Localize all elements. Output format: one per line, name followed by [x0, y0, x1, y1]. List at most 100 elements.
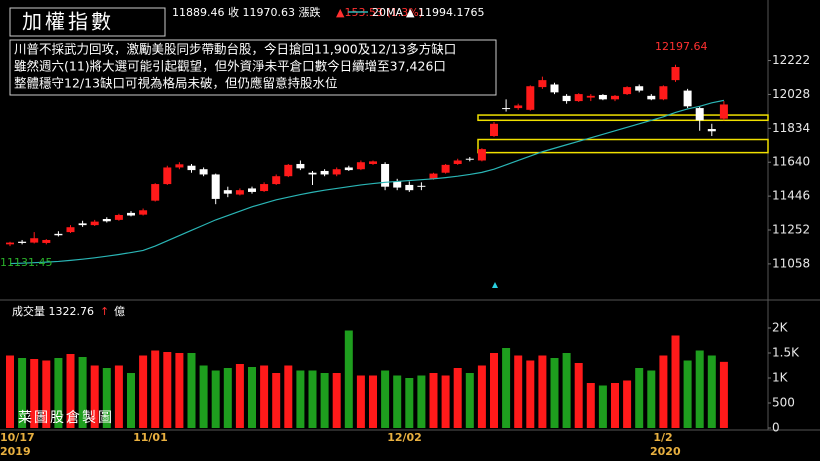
candle-body — [707, 129, 716, 132]
candle-body — [719, 104, 728, 119]
volume-bar — [320, 373, 329, 428]
candle-body — [598, 94, 607, 100]
candle-body — [429, 173, 438, 179]
volume-bar — [441, 375, 450, 428]
volume-bar — [429, 373, 438, 428]
volume-bar — [90, 365, 99, 428]
candle-body — [223, 190, 232, 194]
candle-body — [199, 169, 208, 175]
candle-body — [308, 172, 317, 175]
volume-bar — [490, 353, 498, 428]
candle-body — [163, 167, 172, 185]
candle-body — [356, 162, 365, 170]
volume-bar — [54, 358, 63, 428]
candle-body — [248, 188, 256, 192]
volume-bar — [223, 368, 232, 428]
volume-bar — [574, 363, 583, 428]
chart-title: 加權指數 — [22, 10, 114, 34]
candle-body — [417, 185, 426, 187]
volume-bar — [284, 365, 293, 428]
candle-body — [671, 67, 680, 81]
year-label: 2019 — [0, 445, 31, 458]
volume-bar — [611, 383, 619, 428]
annotation-line: 雖然週六(11)將大選可能引起觀望，但外資淨未平倉口數今日續增至37,426口 — [14, 59, 446, 74]
candle-body — [175, 164, 184, 168]
volume-bar — [550, 358, 559, 428]
candle-body — [526, 86, 535, 110]
y-tick-label: 11834 — [772, 121, 810, 135]
volume-bar — [78, 357, 87, 428]
volume-bar — [151, 350, 160, 428]
volume-bar — [308, 370, 317, 428]
legend-value: ▲ 11994.1765 — [406, 6, 484, 19]
volume-bar — [248, 367, 256, 428]
candle-body — [441, 164, 450, 173]
x-tick-label: 1/2 — [653, 431, 672, 444]
candle-body — [647, 95, 656, 100]
volume-bar — [635, 368, 644, 428]
volume-bar — [260, 365, 269, 428]
candle-body — [114, 214, 123, 220]
candle-body — [381, 163, 390, 187]
y-tick-label: 12028 — [772, 87, 810, 101]
volume-bar — [18, 358, 27, 428]
volume-bar — [211, 370, 220, 428]
volume-bar — [127, 373, 135, 428]
volume-bar — [296, 370, 305, 428]
volume-bar — [114, 365, 123, 428]
y-tick-label: 11252 — [772, 223, 810, 237]
volume-bar — [199, 365, 208, 428]
volume-bar — [623, 380, 632, 428]
candle-body — [393, 181, 402, 188]
volume-bar — [538, 355, 547, 428]
volume-bar — [514, 355, 523, 428]
annotation-line: 整體穩守12/13缺口可視為格局未破，但仍應留意持股水位 — [14, 76, 338, 91]
candle-body — [344, 167, 353, 171]
year-label: 2020 — [650, 445, 681, 458]
volume-bar — [453, 368, 462, 428]
volume-bar — [526, 360, 535, 428]
y-tick-label: 11640 — [772, 155, 810, 169]
volume-bar — [66, 354, 75, 428]
candle-body — [211, 174, 220, 199]
candle-body — [623, 87, 632, 95]
candle-body — [260, 184, 269, 192]
volume-title: 成交量 1322.76 — [12, 304, 94, 318]
candle-body — [490, 123, 498, 137]
volume-bar — [562, 353, 571, 428]
candle-body — [102, 219, 111, 222]
candle-body — [550, 84, 559, 93]
candle-body — [695, 108, 704, 121]
x-tick-label: 10/17 — [0, 431, 35, 444]
candle-body — [127, 212, 135, 216]
volume-bar — [393, 375, 402, 428]
candle-body — [187, 165, 196, 171]
candle-body — [562, 95, 571, 102]
candle-body — [514, 105, 523, 109]
volume-bar — [356, 375, 365, 428]
volume-bar — [175, 353, 184, 428]
candle-body — [6, 242, 14, 245]
candle-body — [465, 158, 474, 160]
volume-bar — [465, 373, 474, 428]
candle-body — [54, 233, 63, 236]
volume-bar — [586, 383, 595, 428]
candle-body — [453, 160, 462, 164]
x-tick-label: 11/01 — [133, 431, 168, 444]
y-tick-label: 12222 — [772, 53, 810, 67]
volume-bar — [598, 385, 607, 428]
volume-bar — [659, 355, 668, 428]
candle-body — [405, 184, 414, 191]
volume-bar — [683, 360, 692, 428]
volume-bar — [30, 359, 39, 428]
marker — [492, 282, 498, 288]
volume-bar — [187, 353, 196, 428]
candle-body — [369, 161, 377, 164]
volume-unit: 億 — [114, 305, 125, 318]
volume-bar — [163, 352, 172, 428]
volume-bar — [139, 355, 148, 428]
y-tick-label: 500 — [772, 396, 795, 410]
y-tick-label: 1.5K — [772, 346, 800, 360]
candle-body — [502, 108, 511, 110]
y-tick-label: 0 — [772, 421, 780, 435]
